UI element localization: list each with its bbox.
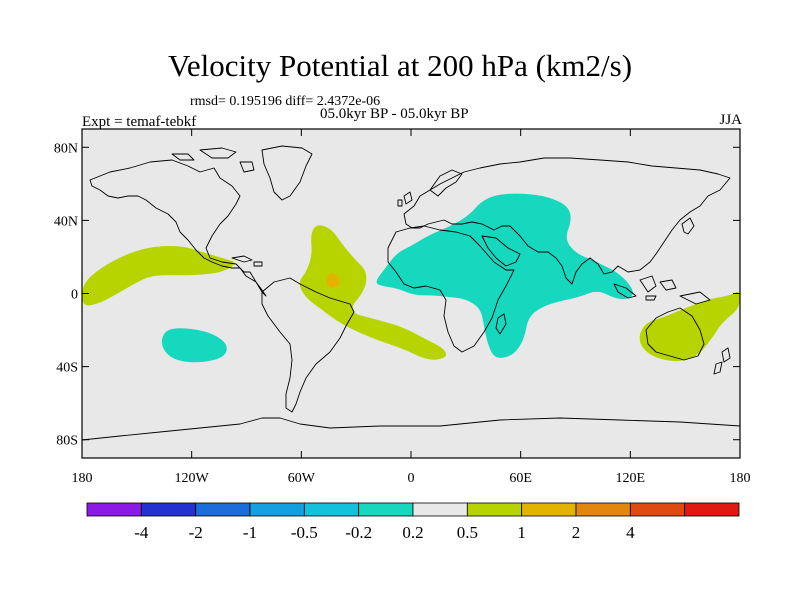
colorbar-label: 0.5	[457, 523, 478, 542]
experiment-label: Expt = temaf-tebkf	[82, 114, 197, 130]
axis-ticks: 180 120W 60W 0 60E 120E 180 80N 40N 0 40S 80S	[54, 129, 751, 486]
period-label: 05.0kyr BP - 05.0kyr BP	[320, 106, 469, 122]
colorbar-swatch	[575, 502, 631, 517]
contour-south-pacific-negative	[161, 328, 227, 363]
contour-western-pacific-positive	[82, 246, 235, 306]
lat-tick-label: 0	[71, 288, 78, 303]
contour-australia-positive	[639, 291, 740, 362]
colorbar-label: -4	[134, 523, 149, 542]
colorbar-swatch	[684, 502, 740, 517]
contour-atlantic-south-america-positive	[299, 225, 447, 360]
lon-tick-label: 0	[408, 471, 415, 486]
colorbar-label: -2	[189, 523, 203, 542]
colorbar-swatch	[249, 502, 305, 517]
contour-atlantic-positive-core	[326, 272, 341, 288]
coastlines	[82, 145, 740, 458]
season-label: JJA	[719, 112, 742, 128]
contour-regions	[82, 193, 740, 363]
colorbar-swatch	[521, 502, 577, 517]
colorbar-label: -0.2	[345, 523, 372, 542]
colorbar: -4 -2 -1 -0.5 -0.2 0.2 0.5 1 2 4	[86, 502, 740, 542]
contour-eurasia-africa-negative	[376, 193, 633, 358]
colorbar-label: 4	[626, 523, 635, 542]
rmsd-diff-stats: rmsd= 0.195196 diff= 2.4372e-06	[190, 94, 381, 109]
colorbar-swatch	[358, 502, 414, 517]
map-title: Velocity Potential at 200 hPa (km2/s)	[167, 48, 633, 83]
colorbar-label: 1	[517, 523, 526, 542]
lon-tick-label: 120E	[616, 471, 646, 486]
colorbar-swatch	[412, 502, 468, 517]
colorbar-label: -0.5	[291, 523, 318, 542]
colorbar-swatch	[140, 502, 197, 517]
colorbar-swatch	[86, 502, 142, 517]
lat-tick-label: 40S	[56, 361, 78, 376]
colorbar-swatch	[303, 502, 360, 517]
colorbar-swatch	[195, 502, 251, 517]
colorbar-swatch	[466, 502, 523, 517]
lat-tick-label: 80S	[56, 434, 78, 449]
lon-tick-label: 60E	[509, 471, 532, 486]
lon-tick-label: 60W	[288, 471, 316, 486]
lon-tick-label: 180	[730, 471, 751, 486]
colorbar-label: -1	[243, 523, 257, 542]
lon-tick-label: 180	[72, 471, 93, 486]
lat-tick-label: 80N	[54, 141, 78, 156]
colorbar-label: 0.2	[402, 523, 423, 542]
colorbar-label: 2	[572, 523, 581, 542]
lat-tick-label: 40N	[54, 214, 78, 229]
lon-tick-label: 120W	[175, 471, 210, 486]
colorbar-swatch	[629, 502, 686, 517]
